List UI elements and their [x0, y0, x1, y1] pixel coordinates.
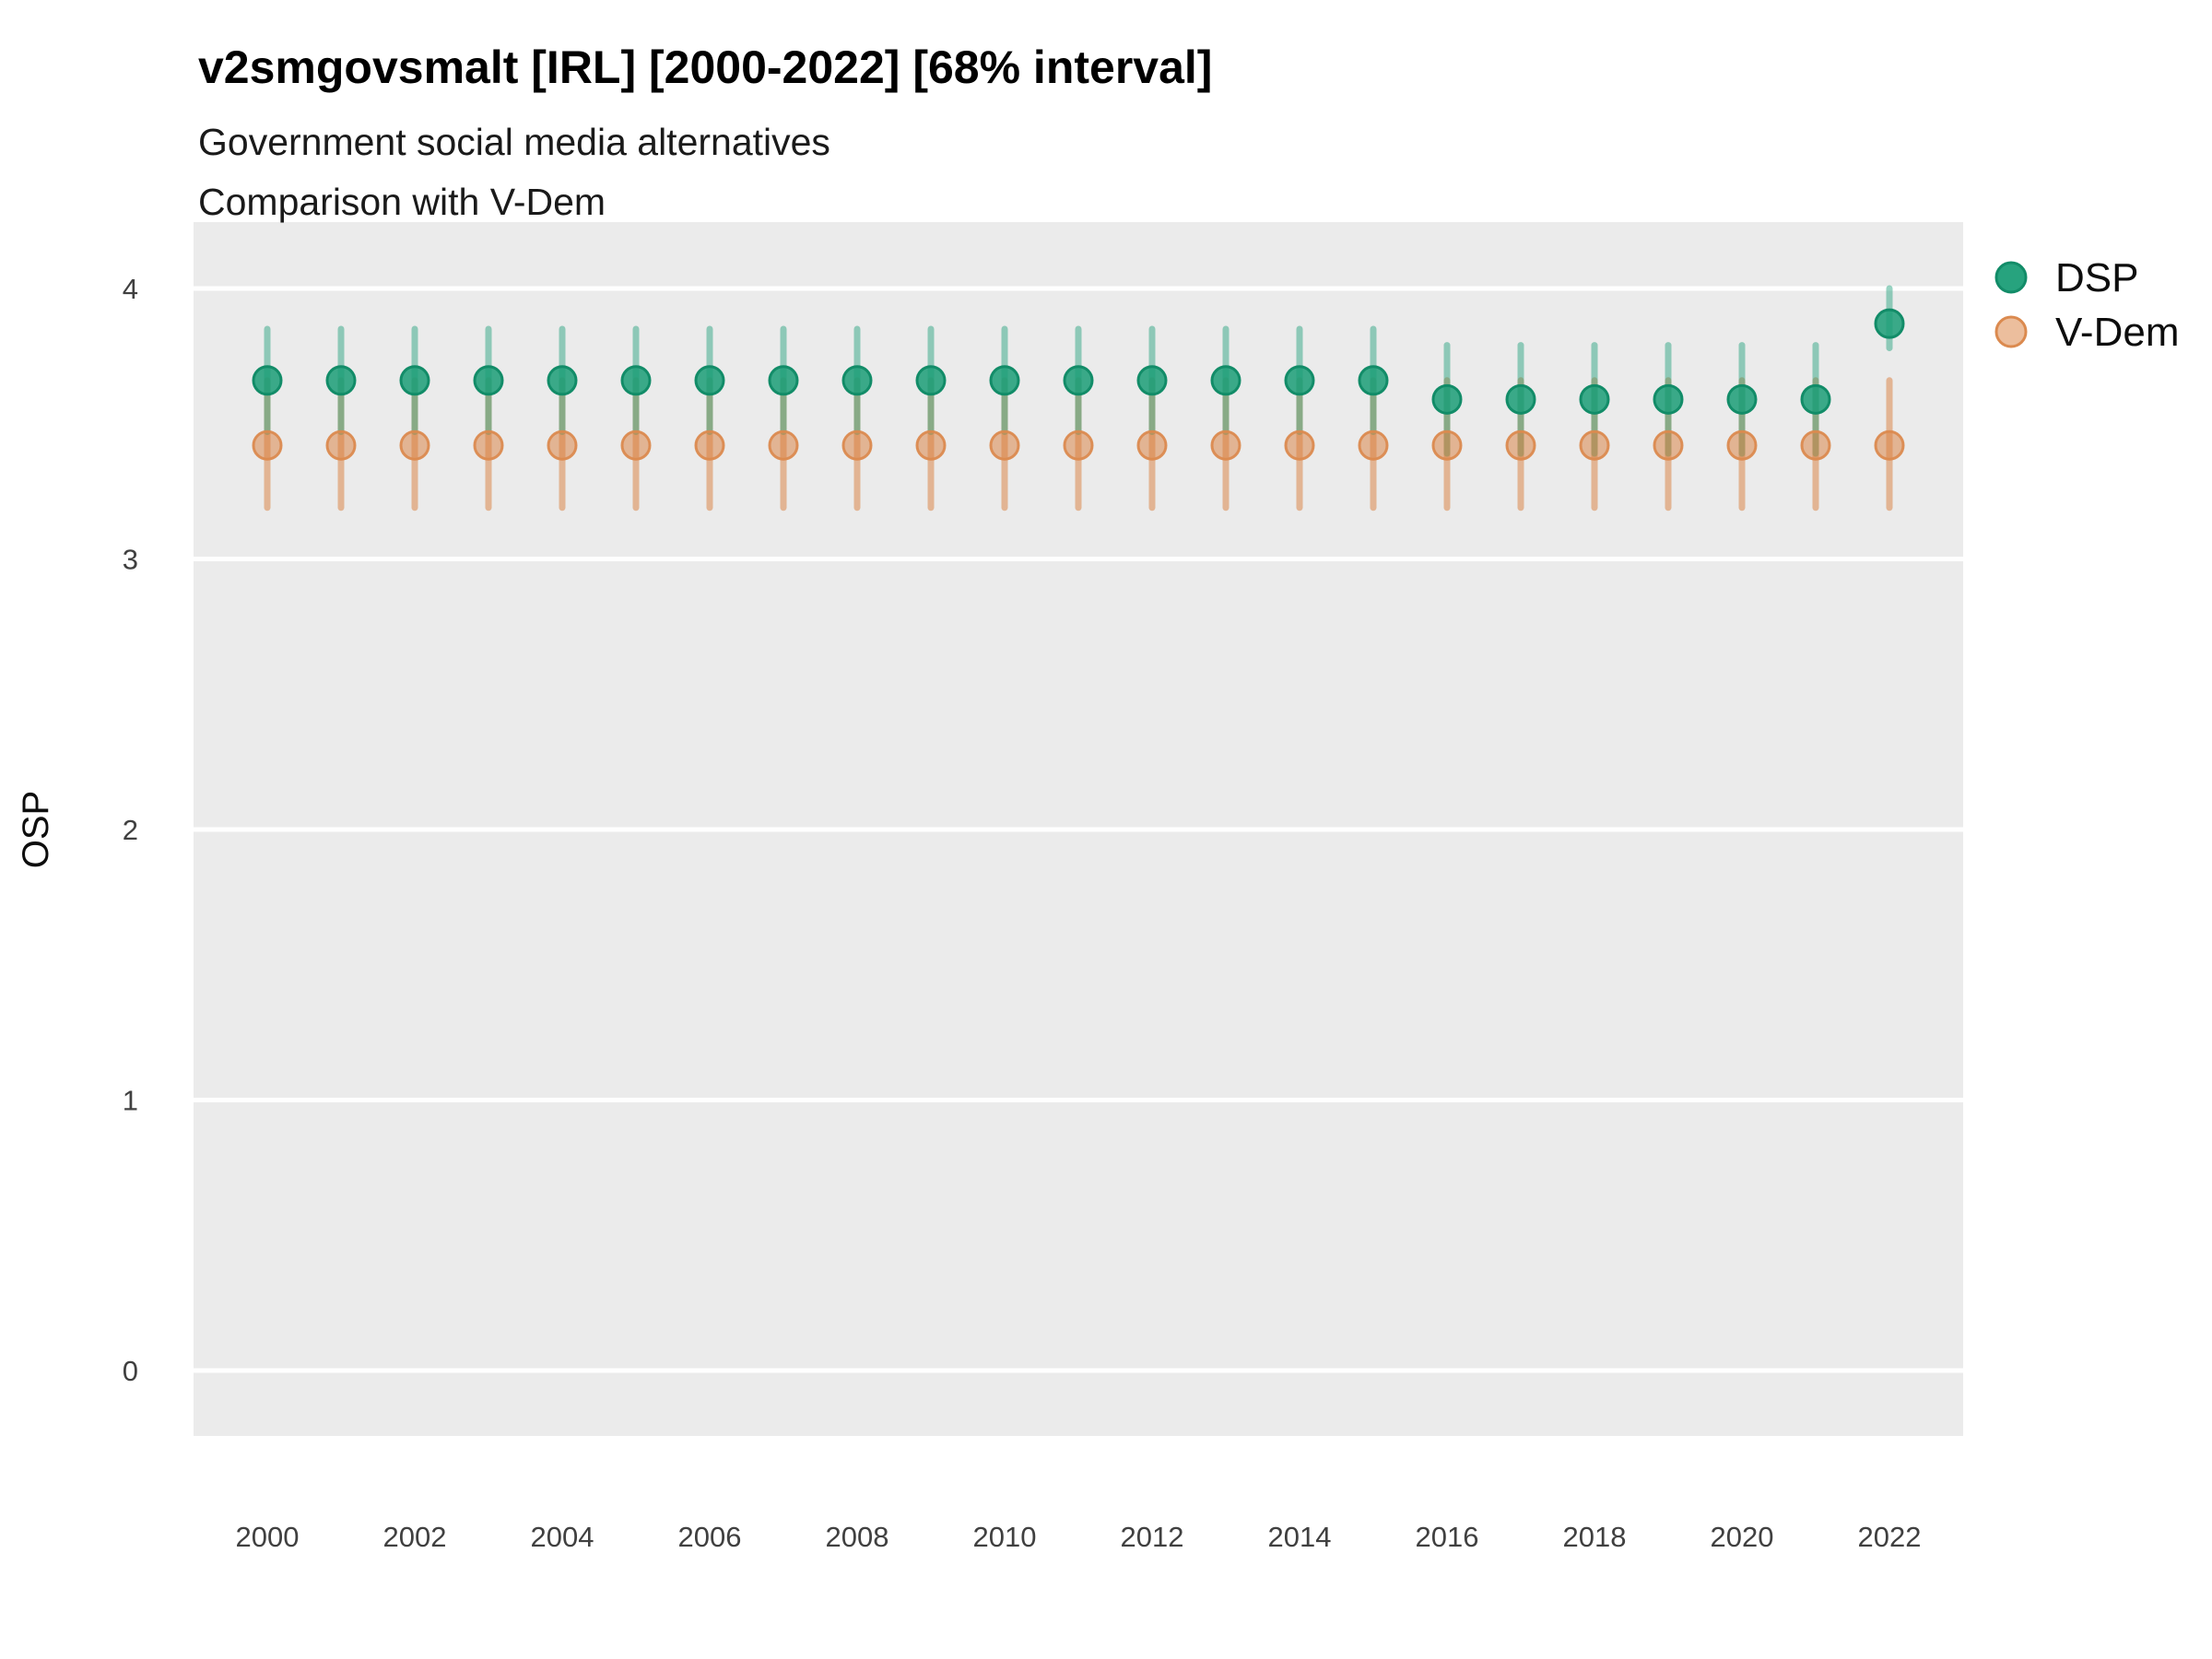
- vdem-point-2022: [1874, 429, 1905, 461]
- dsp-point-2018: [1579, 383, 1610, 415]
- chart-title: v2smgovsmalt [IRL] [2000-2022] [68% inte…: [198, 41, 1212, 93]
- y-tick-label-0: 0: [123, 1355, 138, 1387]
- legend-item-dsp: DSP: [1994, 255, 2138, 300]
- vdem-point-2001: [325, 429, 357, 461]
- x-tick-label-2000: 2000: [236, 1521, 300, 1553]
- dsp-point-2020: [1726, 383, 1758, 415]
- x-tick-label-2010: 2010: [973, 1521, 1037, 1553]
- dsp-point-2002: [399, 365, 430, 396]
- x-tick-label-2018: 2018: [1563, 1521, 1627, 1553]
- vdem-point-2017: [1505, 429, 1536, 461]
- x-tick-label-2016: 2016: [1416, 1521, 1479, 1553]
- vdem-point-2008: [841, 429, 873, 461]
- vdem-point-2010: [989, 429, 1020, 461]
- y-tick-label-4: 4: [123, 273, 138, 305]
- dsp-point-2006: [694, 365, 725, 396]
- vdem-point-2019: [1653, 429, 1684, 461]
- dsp-point-2009: [915, 365, 947, 396]
- dsp-point-2013: [1210, 365, 1241, 396]
- legend-swatch-dsp: [1994, 261, 2028, 294]
- x-tick-label-2006: 2006: [678, 1521, 742, 1553]
- y-tick-label-3: 3: [123, 544, 138, 576]
- vdem-point-2013: [1210, 429, 1241, 461]
- x-tick-label-2022: 2022: [1858, 1521, 1922, 1553]
- legend-label-v-dem: V-Dem: [2055, 310, 2179, 355]
- dsp-point-2014: [1284, 365, 1315, 396]
- dsp-point-2001: [325, 365, 357, 396]
- vdem-point-2018: [1579, 429, 1610, 461]
- legend-swatch-v-dem: [1994, 315, 2028, 348]
- x-axis-tick-labels: 2000 2002 2004 2006 2008 2010 2012 2014 2016 2018…: [236, 1521, 1922, 1553]
- dsp-point-2019: [1653, 383, 1684, 415]
- dsp-point-2007: [768, 365, 799, 396]
- vdem-point-2005: [620, 429, 652, 461]
- vdem-point-2012: [1136, 429, 1168, 461]
- dsp-point-2005: [620, 365, 652, 396]
- dsp-point-2010: [989, 365, 1020, 396]
- vdem-point-2009: [915, 429, 947, 461]
- x-tick-label-2012: 2012: [1121, 1521, 1184, 1553]
- legend-label-dsp: DSP: [2055, 255, 2138, 300]
- x-tick-label-2004: 2004: [531, 1521, 594, 1553]
- vdem-point-2007: [768, 429, 799, 461]
- vdem-point-2016: [1431, 429, 1463, 461]
- chart-subtitle-1: Government social media alternatives: [198, 121, 830, 163]
- x-tick-label-2020: 2020: [1711, 1521, 1774, 1553]
- dsp-point-2015: [1358, 365, 1389, 396]
- dsp-point-2008: [841, 365, 873, 396]
- x-tick-label-2002: 2002: [383, 1521, 447, 1553]
- data-marks-layer: [252, 285, 1905, 512]
- vdem-point-2014: [1284, 429, 1315, 461]
- dsp-point-2011: [1063, 365, 1094, 396]
- chart-subtitle-2: Comparison with V-Dem: [198, 181, 606, 223]
- vdem-point-2000: [252, 429, 283, 461]
- dsp-point-2016: [1431, 383, 1463, 415]
- y-tick-label-1: 1: [123, 1085, 138, 1117]
- vdem-point-2021: [1800, 429, 1831, 461]
- vdem-point-2004: [547, 429, 578, 461]
- legend-item-v-dem: V-Dem: [1994, 310, 2179, 355]
- dsp-point-2012: [1136, 365, 1168, 396]
- dsp-point-2017: [1505, 383, 1536, 415]
- vdem-point-2015: [1358, 429, 1389, 461]
- y-axis-tick-labels: 0 1 2 3 4: [123, 273, 138, 1387]
- vdem-point-2003: [473, 429, 504, 461]
- dsp-point-2000: [252, 365, 283, 396]
- vdem-point-2006: [694, 429, 725, 461]
- vdem-point-2002: [399, 429, 430, 461]
- dsp-point-2003: [473, 365, 504, 396]
- y-tick-label-2: 2: [123, 814, 138, 846]
- x-tick-label-2008: 2008: [826, 1521, 889, 1553]
- dsp-point-2004: [547, 365, 578, 396]
- legend: DSP V-Dem: [1994, 255, 2179, 355]
- y-axis-title: OSP: [16, 791, 56, 868]
- vdem-point-2020: [1726, 429, 1758, 461]
- vdem-point-2011: [1063, 429, 1094, 461]
- gridlines-layer: [194, 286, 1963, 1373]
- dsp-point-2021: [1800, 383, 1831, 415]
- x-tick-label-2014: 2014: [1268, 1521, 1332, 1553]
- dsp-point-2022: [1874, 308, 1905, 339]
